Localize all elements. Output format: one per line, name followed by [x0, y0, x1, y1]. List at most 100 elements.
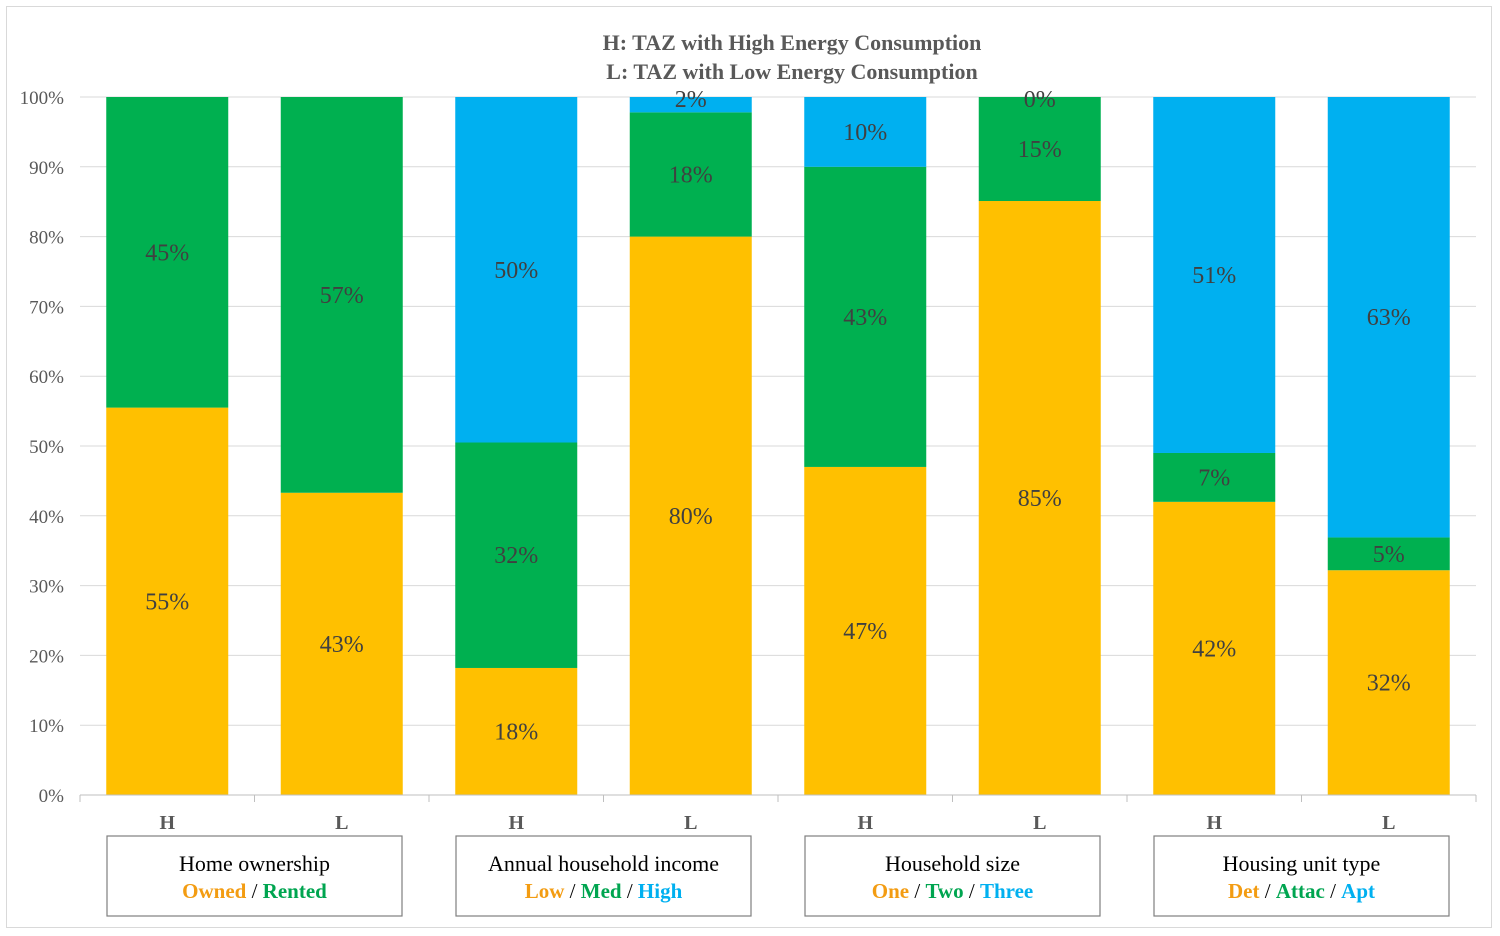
- group-categories: Owned / Rented: [182, 879, 327, 903]
- y-tick-label: 40%: [29, 507, 64, 528]
- category-separator: /: [1259, 879, 1275, 903]
- category-separator: /: [246, 879, 262, 903]
- bars: [106, 97, 1450, 796]
- group-legend-boxes: Home ownership Owned / Rented Annual house…: [106, 835, 1450, 917]
- data-labels: 55% 45% 43% 57% 18% 32% 50% 80% 18% 2% 47% 43% 10% 85…: [145, 87, 1411, 745]
- data-label: 0%: [1024, 87, 1056, 113]
- data-label: 45%: [145, 240, 189, 266]
- x-tick-label: H: [508, 812, 524, 834]
- data-label: 42%: [1192, 636, 1236, 662]
- bar-segment: [629, 236, 752, 796]
- x-tick-label: L: [1382, 812, 1395, 834]
- bar-segment: [804, 166, 927, 467]
- data-label: 50%: [494, 258, 538, 284]
- group-categories: Low / Med / High: [525, 879, 683, 903]
- group-box: [1153, 835, 1450, 917]
- bar-segment: [455, 97, 578, 443]
- category-label: Rented: [263, 879, 327, 903]
- data-label: 32%: [1367, 671, 1411, 697]
- x-tick-label: H: [1206, 812, 1222, 834]
- x-tick-label: L: [684, 812, 697, 834]
- bar-segment: [106, 407, 229, 795]
- chart-title-line: H: TAZ with High Energy Consumption: [603, 30, 982, 55]
- data-label: 18%: [494, 719, 538, 745]
- category-separator: /: [622, 879, 638, 903]
- y-tick-label: 100%: [20, 88, 65, 109]
- y-tick-label: 60%: [29, 367, 64, 388]
- y-tick-label: 20%: [29, 646, 64, 667]
- bar-segment: [1153, 97, 1276, 453]
- bar-segment: [1327, 570, 1450, 795]
- bar-segment: [804, 97, 927, 167]
- category-label: One: [872, 879, 909, 903]
- category-separator: /: [909, 879, 925, 903]
- category-label: Apt: [1341, 879, 1375, 903]
- category-label: Three: [980, 879, 1033, 903]
- group-box: [106, 835, 403, 917]
- data-label: 15%: [1018, 137, 1062, 163]
- bar-segment: [106, 97, 229, 408]
- data-label: 18%: [669, 162, 713, 188]
- category-label: Owned: [182, 879, 247, 903]
- data-label: 51%: [1192, 263, 1236, 289]
- chart-title: H: TAZ with High Energy Consumption L: TA…: [603, 30, 982, 84]
- y-tick-label: 70%: [29, 297, 64, 318]
- category-label: Low: [525, 879, 566, 903]
- data-label: 63%: [1367, 305, 1411, 331]
- axes: 0% 10% 20% 30% 40% 50% 60% 70% 80% 90% 100% H L H L H L H…: [20, 88, 1477, 834]
- x-tick-label: H: [857, 812, 873, 834]
- data-label: 57%: [320, 283, 364, 309]
- data-label: 80%: [669, 504, 713, 530]
- category-label: Med: [581, 879, 622, 903]
- x-tick-label: L: [1033, 812, 1046, 834]
- bar-segment: [629, 97, 752, 113]
- bar-segment: [978, 201, 1101, 795]
- group-box: [455, 835, 752, 917]
- bar-segment: [455, 667, 578, 795]
- bar-segment: [1327, 97, 1450, 538]
- bar-segment: [804, 466, 927, 795]
- bar-segment: [1327, 537, 1450, 571]
- group-name: Annual household income: [488, 851, 719, 876]
- category-separator: /: [1325, 879, 1341, 903]
- category-label: Det: [1228, 879, 1259, 903]
- group-categories: One / Two / Three: [872, 879, 1033, 903]
- data-label: 2%: [675, 87, 707, 113]
- bar-segment: [1153, 452, 1276, 502]
- group-box: [804, 835, 1101, 917]
- data-label: 32%: [494, 543, 538, 569]
- category-separator: /: [964, 879, 980, 903]
- bar-segment: [629, 112, 752, 237]
- x-tick-label: H: [159, 812, 175, 834]
- data-label: 47%: [843, 619, 887, 645]
- data-label: 5%: [1373, 542, 1405, 568]
- chart-frame: [6, 6, 1492, 928]
- data-label: 55%: [145, 589, 189, 615]
- y-tick-label: 30%: [29, 577, 64, 598]
- y-tick-label: 80%: [29, 228, 64, 249]
- bar-segment: [978, 97, 1101, 202]
- y-tick-label: 50%: [29, 437, 64, 458]
- group-categories: Det / Attac / Apt: [1228, 879, 1375, 903]
- data-label: 10%: [843, 120, 887, 146]
- category-label: Attac: [1276, 879, 1325, 903]
- category-label: Two: [925, 879, 963, 903]
- category-label: High: [638, 879, 683, 903]
- category-separator: /: [564, 879, 580, 903]
- bar-segment: [455, 442, 578, 668]
- y-tick-label: 0%: [39, 786, 65, 807]
- group-name: Household size: [885, 851, 1020, 876]
- data-label: 43%: [320, 632, 364, 658]
- bar-segment: [1153, 501, 1276, 795]
- bar-segment: [280, 492, 403, 795]
- data-label: 85%: [1018, 486, 1062, 512]
- data-label: 43%: [843, 305, 887, 331]
- data-label: 7%: [1198, 465, 1230, 491]
- bar-segment: [280, 97, 403, 493]
- group-name: Home ownership: [179, 851, 330, 876]
- chart-title-line: L: TAZ with Low Energy Consumption: [606, 59, 977, 84]
- x-tick-label: L: [335, 812, 348, 834]
- y-tick-label: 10%: [29, 716, 64, 737]
- group-name: Housing unit type: [1223, 851, 1381, 876]
